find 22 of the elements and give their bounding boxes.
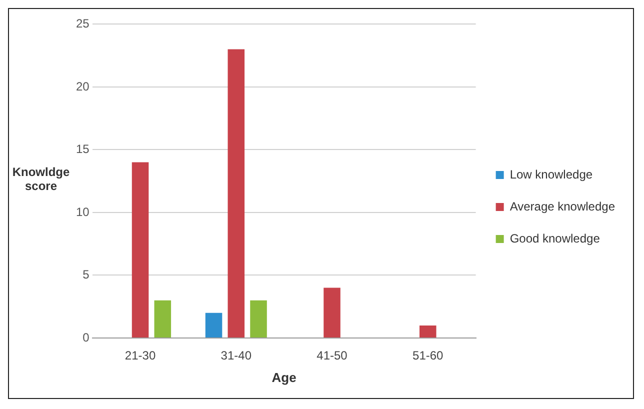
y-axis-title: Knowldge score — [11, 164, 71, 192]
x-tick-label: 31-40 — [220, 348, 252, 362]
bar — [228, 48, 245, 337]
legend-label: Average knowledge — [510, 198, 616, 213]
x-tick-label: 21-30 — [124, 348, 156, 362]
legend-label: Good knowledge — [510, 230, 600, 245]
x-tick-label: 51-60 — [412, 348, 444, 362]
bar — [250, 300, 267, 337]
bar — [154, 300, 172, 337]
y-tick-label: 5 — [82, 267, 90, 282]
bar — [419, 324, 436, 337]
x-tick-label: 41-50 — [316, 348, 348, 362]
legend-label: Low knowledge — [510, 166, 593, 181]
y-tick-label: 20 — [76, 78, 90, 93]
y-tick-label: 0 — [82, 330, 90, 344]
x-axis-title: Age — [272, 369, 296, 384]
bar — [324, 287, 340, 337]
y-tick-label: 15 — [76, 142, 90, 156]
y-tick-label: 25 — [76, 16, 90, 30]
bar — [132, 162, 149, 337]
y-tick-label: 10 — [76, 204, 90, 218]
bar — [205, 312, 222, 337]
